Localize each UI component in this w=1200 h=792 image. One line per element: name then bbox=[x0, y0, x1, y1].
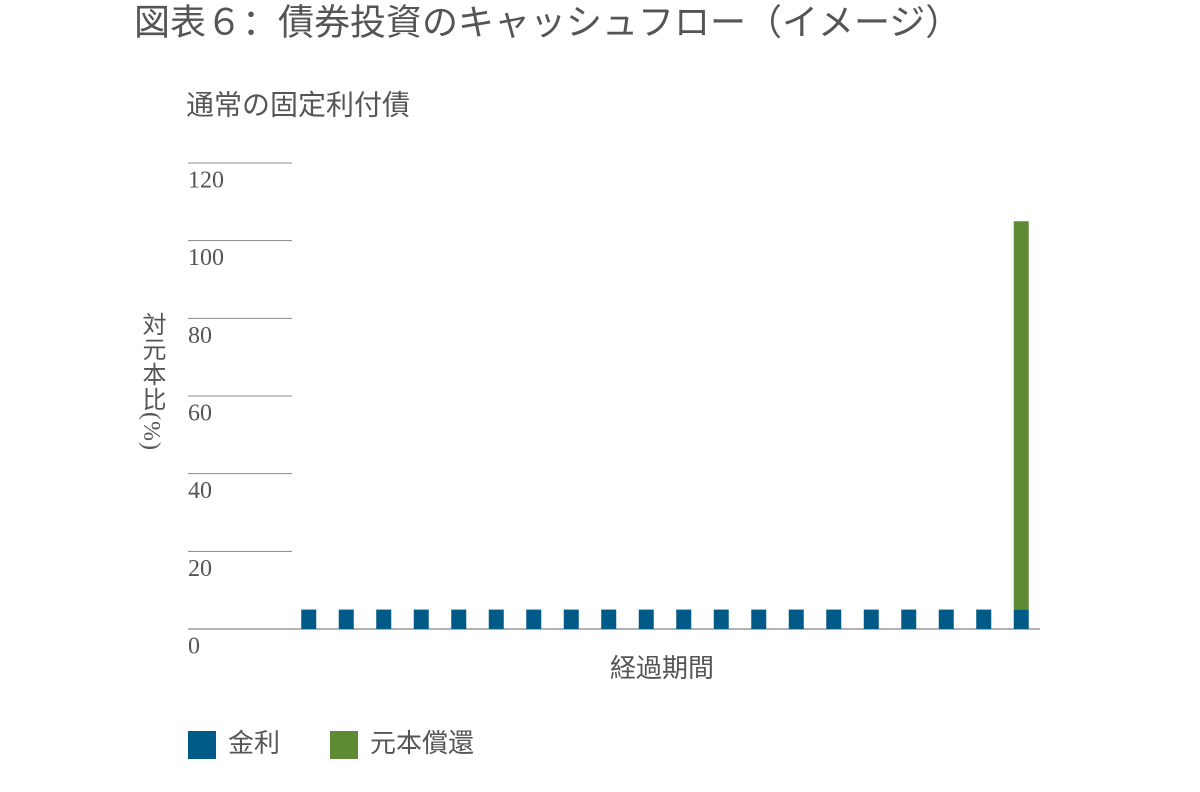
bar bbox=[601, 609, 617, 629]
y-tick-label: 80 bbox=[188, 323, 212, 349]
bar bbox=[451, 609, 467, 629]
bar bbox=[1013, 221, 1029, 610]
y-tick-label: 0 bbox=[188, 634, 200, 660]
bar bbox=[938, 609, 954, 629]
x-axis-label: 経過期間 bbox=[610, 654, 714, 683]
y-tick-label: 120 bbox=[188, 168, 224, 194]
y-tick-label: 40 bbox=[188, 478, 212, 504]
bar bbox=[488, 609, 504, 629]
bar bbox=[901, 609, 917, 629]
bar bbox=[976, 609, 992, 629]
bar bbox=[751, 609, 767, 629]
bar bbox=[826, 609, 842, 629]
bar bbox=[863, 609, 879, 629]
bar bbox=[563, 609, 579, 629]
legend-label: 金利 bbox=[228, 729, 280, 758]
bar bbox=[1013, 609, 1029, 629]
legend-label: 元本償還 bbox=[370, 729, 474, 758]
chart-title: 図表６：債券投資のキャッシュフロー（イメージ） bbox=[134, 2, 961, 42]
y-tick-label: 60 bbox=[188, 401, 212, 427]
bar bbox=[526, 609, 542, 629]
legend-swatch bbox=[188, 731, 216, 759]
chart-subtitle: 通常の固定利付債 bbox=[186, 89, 410, 121]
legend-swatch bbox=[330, 731, 358, 759]
bar bbox=[676, 609, 692, 629]
bar bbox=[301, 609, 317, 629]
y-tick-label: 100 bbox=[188, 245, 224, 271]
bar bbox=[638, 609, 654, 629]
bar bbox=[788, 609, 804, 629]
y-tick-label: 20 bbox=[188, 556, 212, 582]
bar bbox=[338, 609, 354, 629]
y-axis-label: 対元本比(%) bbox=[138, 312, 164, 451]
bar bbox=[413, 609, 429, 629]
bar bbox=[376, 609, 392, 629]
bar bbox=[713, 609, 729, 629]
